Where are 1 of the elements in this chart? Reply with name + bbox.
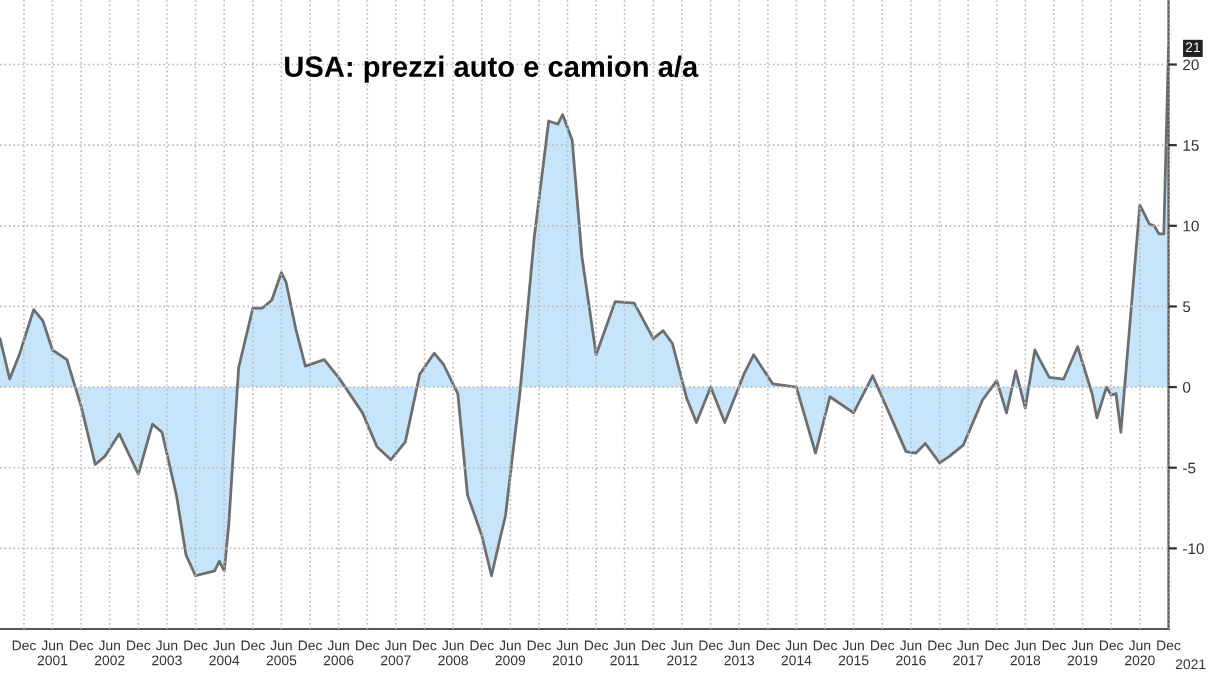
text: USA: prezzi auto e camion a/a (285, 55, 699, 83)
